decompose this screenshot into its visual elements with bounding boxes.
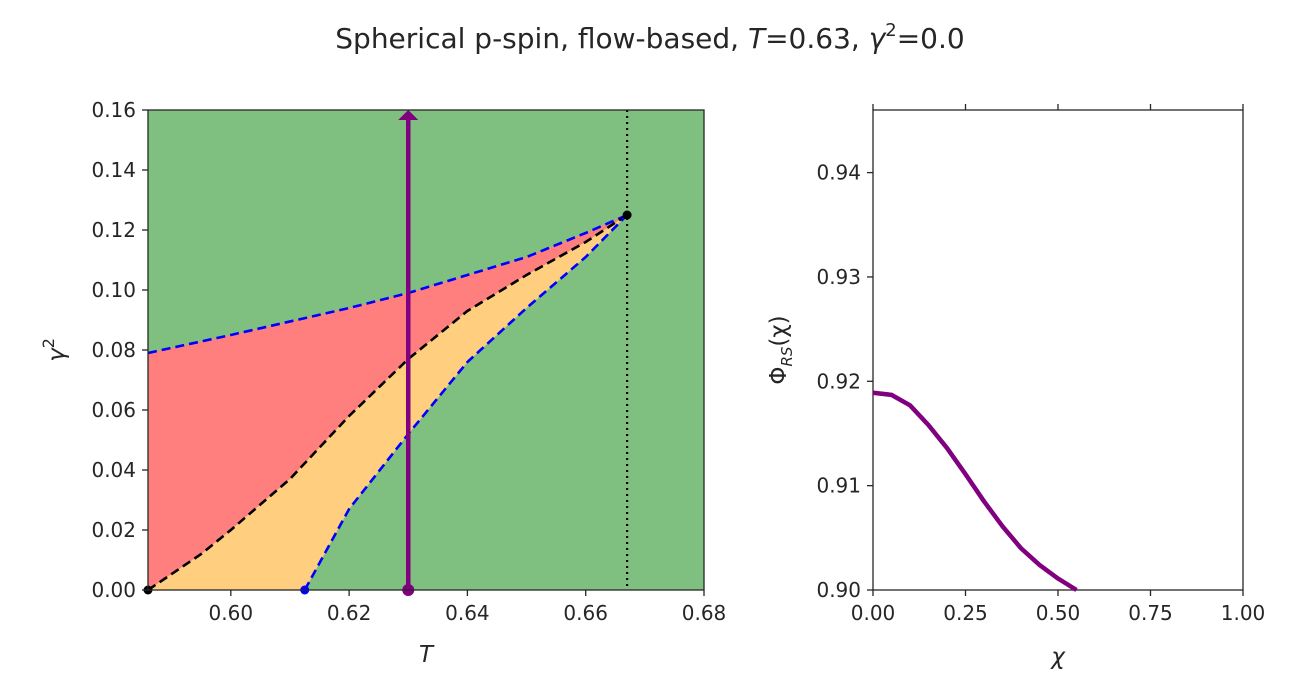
title-gamma-symbol: γ [869,22,887,55]
x-axis-ticks: 0.00 0.25 0.50 0.75 1.00 [851,104,1266,625]
x-tick-label: 1.00 [1221,601,1266,625]
y-tick-label: 0.10 [91,278,136,302]
x-tick-label: 0.68 [682,601,727,625]
x-tick-label: 0.50 [1036,601,1081,625]
y-axis-label: ΦRS(χ) [766,315,796,384]
x-axis-label: T [419,642,435,668]
y-axis-label-argument: (χ) [766,315,792,346]
y-axis-ticks: 0.90 0.91 0.92 0.93 0.94 [816,161,873,602]
y-tick-label: 0.00 [91,578,136,602]
y-tick-label: 0.92 [816,369,861,393]
y-axis-ticks: 0.00 0.02 0.04 0.06 0.08 0.10 0.12 0.14 0.16 [91,98,148,602]
y-axis-label: γ2 [39,338,70,362]
red-region [148,215,628,590]
y-tick-label: 0.02 [91,518,136,542]
phi-rs-curve [872,390,1078,592]
x-tick-label: 0.25 [943,601,988,625]
title-gamma-value: =0.0 [897,22,965,55]
y-axis-label-subscript: RS [778,346,796,366]
y-tick-label: 0.12 [91,218,136,242]
x-axis-label: χ [1049,644,1066,670]
y-tick-label: 0.04 [91,458,136,482]
y-axis-label-base: γ [44,347,70,362]
figure-title: Spherical p-spin, flow-based, T=0.63, γ2… [335,20,964,55]
x-tick-label: 0.62 [327,601,372,625]
title-gamma-superscript: 2 [885,20,896,41]
y-axis-label-phi: Φ [766,367,792,385]
x-tick-label: 0.60 [209,601,254,625]
arrow-head [398,110,419,120]
y-tick-label: 0.91 [816,474,861,498]
x-tick-label: 0.66 [563,601,608,625]
phi-rs-panel: 0.00 0.25 0.50 0.75 1.00 0.900.910.920.930.9… [766,104,1265,670]
upper-blue-dashed-curve [147,213,628,355]
lower-blue-dashed-curve [303,214,629,591]
title-t-symbol: T [748,22,767,55]
y-tick-label: 0.06 [91,398,136,422]
x-axis-ticks: 0.60 0.62 0.64 0.66 0.68 [209,590,727,625]
y-tick-label: 0.94 [816,161,861,185]
y-tick-label: 0.16 [91,98,136,122]
phase-diagram-panel: 0.60 0.62 0.64 0.66 0.68 0.000.020.040.060.0… [39,98,726,668]
y-tick-label: 0.90 [816,578,861,602]
x-tick-label: 0.00 [851,601,896,625]
y-tick-label: 0.08 [91,338,136,362]
x-tick-label: 0.64 [445,601,490,625]
y-tick-label: 0.93 [816,265,861,289]
y-axis-label-sup: 2 [39,338,58,348]
title-prefix: Spherical p-spin, flow-based, [335,22,748,55]
orange-region [148,215,628,590]
x-tick-label: 0.75 [1128,601,1173,625]
title-t-value: =0.63, [765,22,869,55]
y-tick-label: 0.14 [91,158,136,182]
black-point-top [622,210,632,220]
plot-frame [872,109,1244,591]
